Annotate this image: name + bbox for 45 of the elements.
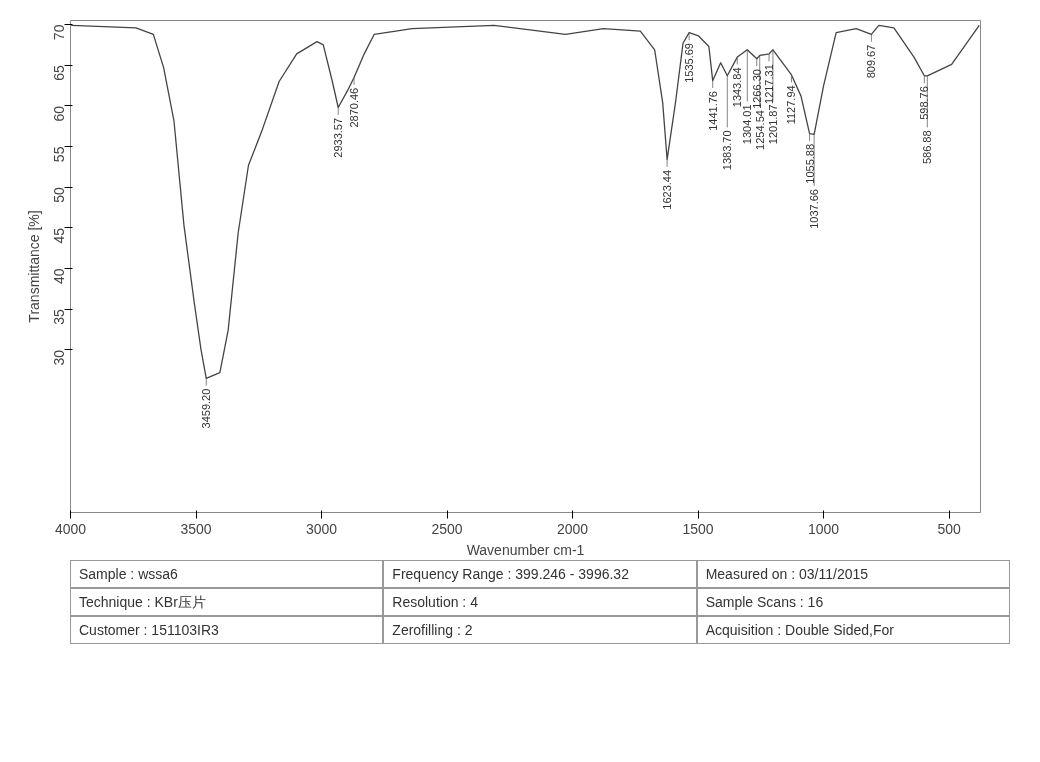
text: Resolution : 4: [383, 588, 697, 616]
x-tick-label: 2000: [557, 520, 589, 537]
annotation: 3459.20: [200, 388, 213, 429]
annotation: 1343.84: [731, 67, 744, 108]
text: Zerofilling : 2: [383, 616, 697, 644]
text: Frequency Range : 399.246 - 3996.32: [383, 560, 697, 588]
y-axis-title: Transmittance [%]: [25, 210, 42, 323]
annotation: 1254.54: [753, 110, 766, 150]
text: Measured on : 03/11/2015: [696, 560, 1010, 588]
y-tick-label: 70: [51, 24, 68, 41]
y-tick-label: 50: [51, 187, 68, 203]
annotation: 1383.70: [721, 130, 734, 171]
y-tick-label: 40: [51, 268, 68, 285]
text: Technique : KBr压片: [70, 588, 384, 616]
y-tick-label: 60: [51, 105, 68, 122]
annotation: 598.76: [918, 86, 931, 120]
y-tick-label: 45: [51, 227, 68, 244]
annotation: 1037.66: [808, 189, 821, 229]
annotation: 586.88: [921, 130, 934, 165]
x-tick-label: 4000: [54, 520, 87, 537]
text: Sample : wssa6: [70, 560, 384, 588]
annotation: 1055.88: [803, 143, 816, 184]
text: Acquisition : Double Sided,For: [696, 616, 1010, 644]
x-tick-label: 500: [937, 520, 962, 537]
annotation: 1623.44: [661, 169, 674, 210]
annotation: 1201.87: [766, 104, 779, 145]
y-tick-label: 30: [51, 349, 68, 366]
annotation: 1535.69: [683, 43, 696, 83]
y-tick-label: 55: [51, 146, 68, 163]
annotation: 2870.46: [348, 87, 361, 128]
x-tick-label: 3000: [305, 520, 338, 537]
annotation: 2933.57: [332, 117, 345, 158]
annotation: 809.67: [865, 44, 878, 79]
x-axis-title: Wavenumber cm-1: [466, 541, 585, 558]
y-tick-label: 65: [51, 65, 68, 81]
x-tick-label: 1000: [808, 520, 840, 537]
x-tick-label: 3500: [180, 520, 212, 537]
annotation: 1127.94: [785, 85, 798, 125]
annotation: 1217.31: [763, 64, 776, 104]
annotation: 1441.76: [706, 91, 719, 131]
text: Customer : 151103IR3: [70, 616, 384, 644]
text: Sample Scans : 16: [696, 588, 1010, 616]
x-tick-label: 1500: [682, 520, 714, 537]
x-tick-label: 2500: [431, 520, 463, 537]
y-tick-label: 35: [51, 308, 68, 325]
